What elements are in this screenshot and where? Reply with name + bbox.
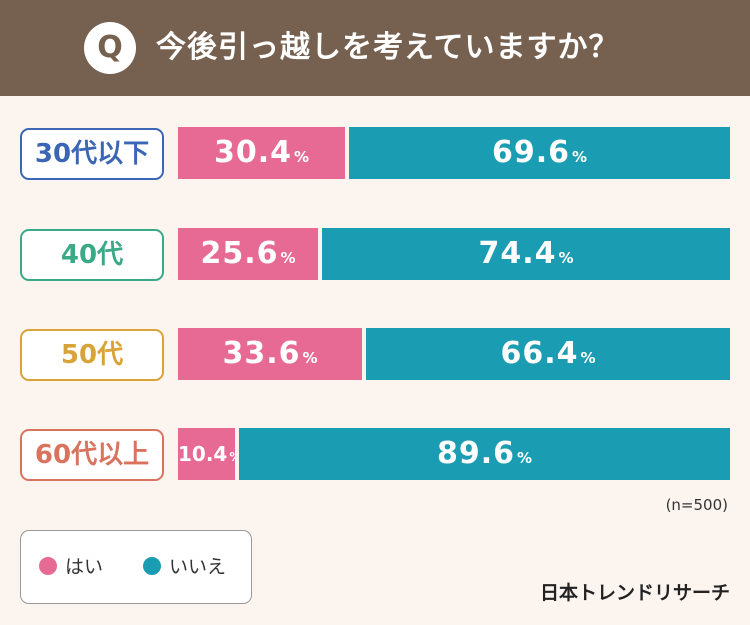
brand-logo-text: 日本トレンドリサーチ [539,582,730,604]
bar-yes: 25.6% [178,228,318,280]
legend-item-no: いいえ [143,531,226,603]
percent-sign: % [302,349,318,367]
sample-size-note: (n=500) [665,496,728,514]
category-label: 50代 [20,329,164,381]
bar-yes: 10.4% [178,428,235,480]
legend-swatch-yes [39,556,57,575]
category-label: 40代 [20,229,164,281]
chart-title: 今後引っ越しを考えていますか？ [156,30,620,65]
bar-yes: 33.6% [178,328,362,380]
data-label: 89.6 [436,436,515,471]
bar-yes: 30.4% [178,127,345,179]
legend-label-yes: はい [65,556,104,578]
data-label: 10.4 [178,442,228,466]
category-label: 60代以上 [20,429,164,481]
bar-no: 69.6% [349,127,730,179]
chart-row: 30代以下 30.4% 69.6% [0,127,750,181]
data-label: 30.4 [213,135,292,170]
percent-sign: % [572,148,588,166]
data-label: 69.6 [491,135,570,170]
bar-no: 66.4% [366,328,730,380]
data-label: 66.4 [500,336,579,371]
data-label: 33.6 [222,336,301,371]
data-label: 74.4 [478,236,557,271]
legend-label-no: いいえ [169,556,227,578]
q-badge: Q [84,22,136,74]
category-label: 30代以下 [20,128,164,180]
data-label: 25.6 [200,236,279,271]
percent-sign: % [229,450,235,464]
percent-sign: % [280,249,296,267]
bar-no: 74.4% [322,228,730,280]
legend-item-yes: はい [39,531,103,603]
bar-no: 89.6% [239,428,730,480]
chart-row: 40代 25.6% 74.4% [0,228,750,282]
chart-row: 50代 33.6% 66.4% [0,328,750,382]
legend: はい いいえ [20,530,252,604]
percent-sign: % [517,449,533,467]
percent-sign: % [580,349,596,367]
percent-sign: % [294,148,310,166]
legend-swatch-no [143,556,161,575]
header-banner: Q 今後引っ越しを考えていますか？ [0,0,750,96]
percent-sign: % [558,249,574,267]
